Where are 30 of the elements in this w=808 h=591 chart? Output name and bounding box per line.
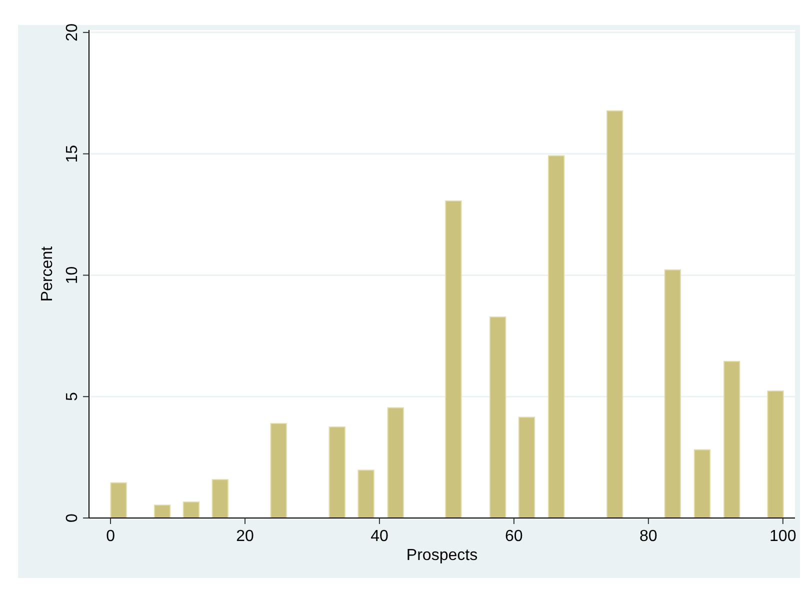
bar	[110, 482, 127, 518]
bar	[548, 155, 565, 518]
y-tick-label: 20	[64, 23, 81, 42]
bar	[767, 390, 784, 518]
y-tick-label: 15	[64, 144, 81, 163]
bar	[182, 501, 200, 518]
x-tick-label: 100	[770, 528, 796, 545]
bar	[387, 407, 404, 518]
x-tick-label: 0	[106, 528, 116, 545]
bar	[694, 449, 711, 518]
y-tick-label: 0	[64, 513, 81, 522]
bar	[445, 200, 462, 518]
y-tick-label: 5	[64, 392, 81, 402]
bar	[270, 423, 287, 518]
bar	[154, 504, 171, 518]
bar	[664, 269, 681, 518]
x-axis-title: Prospects	[406, 547, 478, 564]
bar	[212, 479, 228, 518]
x-tick-label: 80	[640, 528, 658, 545]
bar	[606, 110, 624, 518]
bar	[489, 316, 506, 518]
bar	[518, 416, 536, 518]
bar	[358, 470, 374, 518]
y-tick-label: 10	[64, 266, 81, 284]
y-axis-title: Percent	[39, 246, 56, 302]
bar	[723, 360, 740, 518]
bar	[328, 426, 346, 518]
x-tick-label: 60	[505, 528, 523, 545]
x-tick-label: 20	[236, 528, 254, 545]
x-tick-label: 40	[370, 528, 388, 545]
